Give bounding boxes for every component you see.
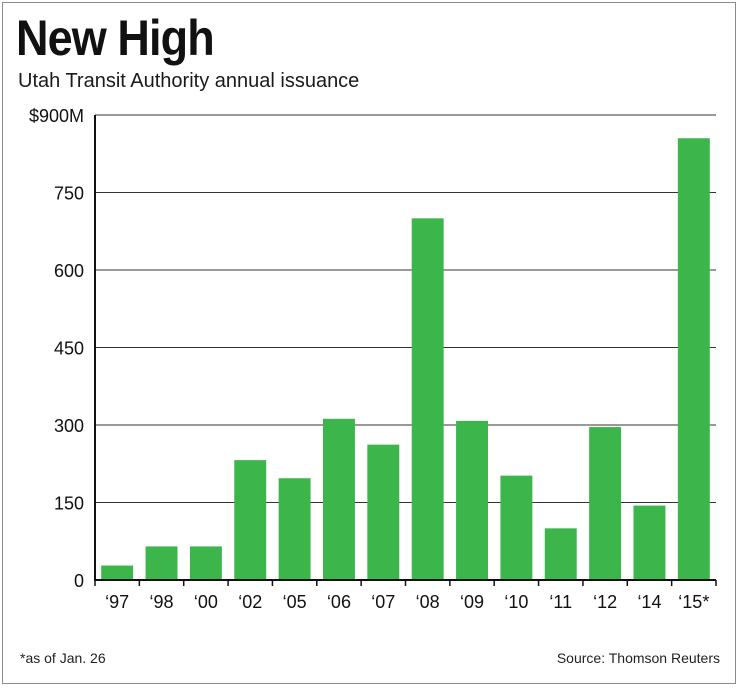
- x-tick-label: ‘00: [194, 592, 218, 612]
- x-tick-label: ‘07: [371, 592, 395, 612]
- x-tick-labels: ‘97 ‘98 ‘00 ‘02 ‘05 ‘06 ‘07 ‘08 ‘09 ‘10 ‘11 ‘12 ‘14 ‘…: [105, 592, 709, 612]
- x-tick-label: ‘14: [637, 592, 661, 612]
- x-tick-label: ‘09: [460, 592, 484, 612]
- bar: [544, 528, 577, 580]
- bar: [234, 460, 267, 580]
- y-tick-labels: 0 150 300 450 600 750 $900M: [29, 106, 84, 591]
- chart-title: New High: [16, 10, 215, 66]
- axes: [94, 115, 717, 586]
- bar: [278, 478, 311, 580]
- bar: [633, 505, 666, 580]
- bar: [456, 420, 489, 580]
- source-note: Source: Thomson Reuters: [556, 650, 720, 666]
- x-tick-label: ‘15*: [678, 592, 709, 612]
- y-tick-label: 600: [54, 261, 84, 281]
- gridlines: [95, 114, 716, 503]
- x-tick-label: ‘10: [504, 592, 528, 612]
- x-tick-label: ‘12: [593, 592, 617, 612]
- x-tick-label: ‘08: [416, 592, 440, 612]
- bar: [589, 427, 622, 580]
- y-tick-label: 150: [54, 494, 84, 514]
- bar: [677, 138, 710, 580]
- bars: [101, 138, 710, 581]
- bar: [145, 546, 178, 580]
- bar: [189, 546, 222, 580]
- y-tick-label: 0: [74, 571, 84, 591]
- chart-subtitle: Utah Transit Authority annual issuance: [18, 70, 360, 92]
- y-tick-label: $900M: [29, 106, 84, 126]
- x-tick-label: ‘05: [283, 592, 307, 612]
- bar: [101, 565, 134, 580]
- x-tick-label: ‘11: [549, 592, 572, 612]
- x-tick-label: ‘97: [105, 592, 129, 612]
- y-tick-label: 300: [54, 416, 84, 436]
- x-tick-label: ‘06: [327, 592, 351, 612]
- bar: [500, 475, 533, 580]
- footnote: *as of Jan. 26: [20, 650, 106, 666]
- y-tick-label: 750: [54, 184, 84, 204]
- x-tick-label: ‘02: [238, 592, 262, 612]
- bar: [322, 418, 355, 580]
- bar: [367, 444, 400, 580]
- y-tick-label: 450: [54, 339, 84, 359]
- bar: [411, 218, 444, 581]
- x-tick-label: ‘98: [150, 592, 174, 612]
